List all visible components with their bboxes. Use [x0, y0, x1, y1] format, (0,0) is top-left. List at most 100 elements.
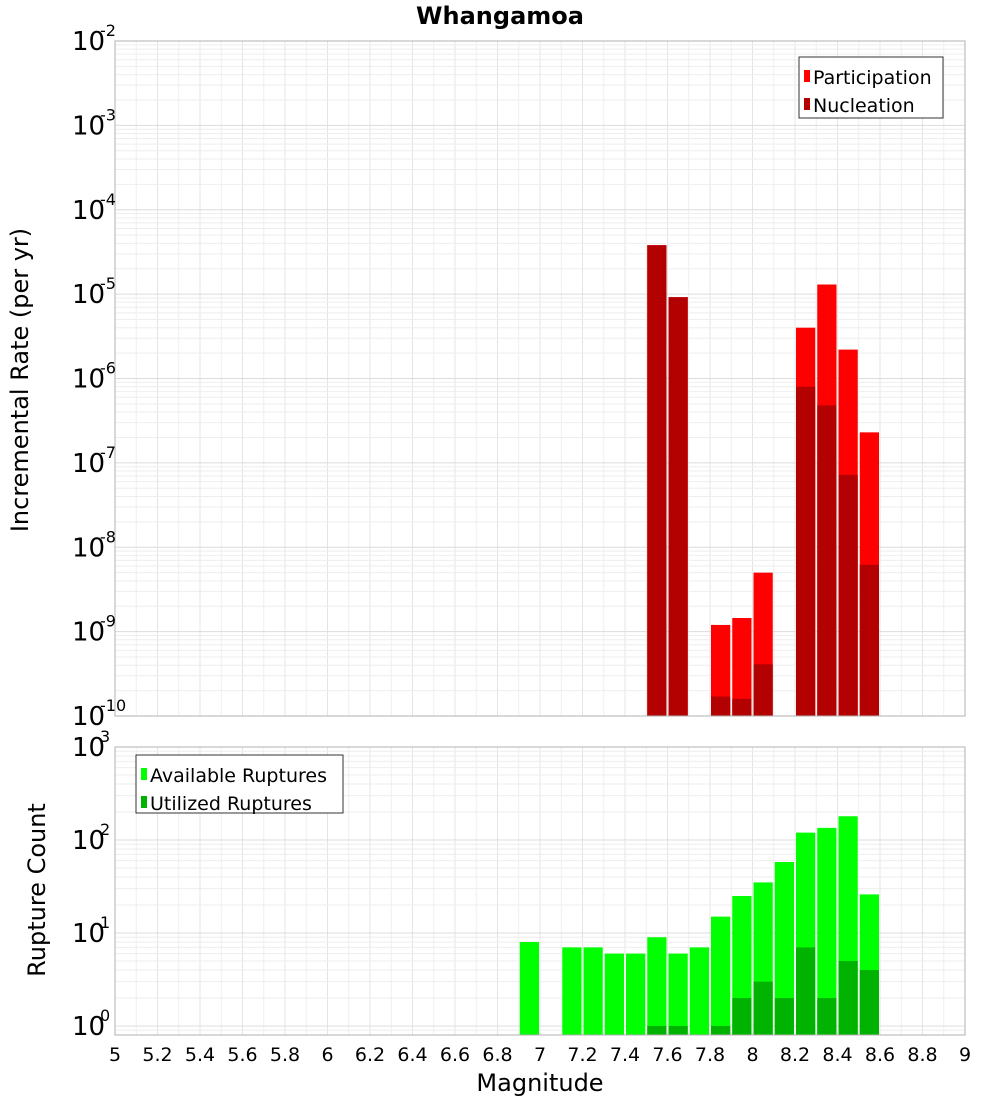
x-tick-label: 7.8	[695, 1044, 725, 1066]
x-tick-label: 6	[321, 1044, 333, 1066]
rate-bar-participation	[711, 624, 731, 716]
count-y-tick-label: 10	[72, 1012, 105, 1042]
count-bar-available-ruptures	[689, 947, 709, 1035]
rate-legend-box	[798, 56, 944, 119]
x-tick-label: 5.8	[270, 1044, 300, 1066]
x-tick-label: 7.6	[652, 1044, 682, 1066]
rate-y-tick-exponent: -4	[100, 190, 116, 209]
count-legend-swatch	[141, 796, 147, 808]
count-legend: Available Ruptures Utilized Ruptures	[135, 754, 344, 815]
rate-y-tick-label: 10	[72, 111, 105, 141]
rate-bar-nucleation	[838, 474, 858, 716]
x-tick-label: 5.4	[185, 1044, 215, 1066]
count-bar-available-ruptures	[668, 953, 688, 1035]
rate-legend-swatch	[804, 70, 810, 82]
x-tick-label: 9	[959, 1044, 971, 1066]
rate-y-tick-exponent: -2	[100, 21, 116, 40]
rate-plot: 10-1010-910-810-710-610-510-410-310-2Par…	[72, 21, 966, 732]
count-legend-label: Available Ruptures	[150, 765, 327, 787]
rate-bar-nucleation	[796, 386, 816, 716]
rate-y-tick-exponent: -3	[100, 105, 116, 124]
count-bar-utilized-ruptures	[711, 1025, 731, 1035]
chart-title: Whangamoa	[416, 2, 584, 30]
rate-bar-participation	[732, 618, 752, 716]
rate-y-tick-label: 10	[72, 702, 105, 732]
rate-y-tick-exponent: -7	[100, 443, 116, 462]
count-bar-available-ruptures	[562, 947, 582, 1035]
x-tick-label: 6.8	[482, 1044, 512, 1066]
rate-y-tick-exponent: -6	[100, 359, 116, 378]
count-bar-available-ruptures	[817, 827, 837, 1035]
count-bar-utilized-ruptures	[796, 947, 816, 1035]
count-bar-utilized-ruptures	[732, 997, 752, 1035]
count-bar-utilized-ruptures	[647, 1025, 667, 1035]
count-y-tick-label: 10	[72, 919, 105, 949]
x-tick-label: 8.8	[907, 1044, 937, 1066]
rate-bar-nucleation	[711, 696, 731, 716]
count-bar-utilized-ruptures	[838, 960, 858, 1035]
count-y-tick-exponent: 2	[100, 820, 110, 839]
x-tick-label: 8	[746, 1044, 758, 1066]
count-bar-utilized-ruptures	[817, 997, 837, 1035]
rate-y-tick-label: 10	[72, 365, 105, 395]
x-tick-label: 7	[534, 1044, 546, 1066]
count-bar-available-ruptures	[519, 942, 539, 1035]
count-bar-available-ruptures	[604, 953, 624, 1035]
x-tick-labels: 5 5.2 5.4 5.6 5.8 6 6.2 6.4 6.6 6.8 7 7.2 7.4 7.6 7.8 8…	[109, 1044, 971, 1066]
rate-y-tick-label: 10	[72, 449, 105, 479]
count-bar-available-ruptures	[711, 916, 731, 1035]
rate-legend-swatch	[804, 98, 810, 110]
top-y-axis-label: Incremental Rate (per yr)	[6, 228, 34, 532]
count-bar-available-ruptures	[774, 861, 794, 1035]
rate-legend: Participation Nucleation	[798, 56, 944, 119]
rate-y-tick-label: 10	[72, 280, 105, 310]
rate-y-tick-exponent: -10	[100, 696, 126, 715]
count-y-tick-label: 10	[72, 826, 105, 856]
rate-legend-label: Participation	[813, 67, 932, 89]
count-bar-available-ruptures	[626, 953, 646, 1035]
count-y-tick-label: 10	[72, 733, 105, 763]
rate-y-tick-exponent: -8	[100, 527, 116, 546]
count-bar-available-ruptures	[583, 947, 603, 1035]
count-bar-utilized-ruptures	[668, 1025, 688, 1035]
rate-y-tick-label: 10	[72, 196, 105, 226]
rate-y-tick-exponent: -9	[100, 612, 116, 631]
count-y-tick-exponent: 3	[100, 727, 110, 746]
count-legend-swatch	[141, 768, 147, 780]
rate-bar-nucleation	[859, 564, 879, 716]
x-tick-label: 8.4	[822, 1044, 852, 1066]
bottom-y-axis-label: Rupture Count	[23, 803, 51, 977]
rate-bar-nucleation	[817, 405, 837, 716]
count-legend-box	[135, 754, 344, 814]
count-y-tick-exponent: 0	[100, 1006, 110, 1025]
x-tick-label: 6.2	[355, 1044, 385, 1066]
x-tick-label: 7.2	[567, 1044, 597, 1066]
x-tick-label: 5	[109, 1044, 121, 1066]
count-plot-border	[114, 746, 966, 1036]
x-tick-label: 8.2	[780, 1044, 810, 1066]
count-legend-label: Utilized Ruptures	[150, 793, 312, 815]
rate-y-tick-label: 10	[72, 618, 105, 648]
rate-bar-nucleation	[668, 297, 688, 716]
x-tick-label: 8.6	[865, 1044, 895, 1066]
rate-bar-nucleation	[732, 698, 752, 716]
rate-bar-nucleation	[753, 664, 773, 716]
count-y-tick-exponent: 1	[100, 913, 110, 932]
rate-bar-nucleation	[647, 245, 667, 717]
rate-y-tick-label: 10	[72, 27, 105, 57]
rate-plot-border	[114, 40, 966, 717]
x-tick-label: 5.6	[227, 1044, 257, 1066]
x-tick-label: 6.6	[440, 1044, 470, 1066]
x-axis-label: Magnitude	[476, 1069, 603, 1097]
x-tick-label: 6.4	[397, 1044, 427, 1066]
count-bar-utilized-ruptures	[859, 969, 879, 1035]
count-bar-utilized-ruptures	[753, 981, 773, 1035]
rate-y-tick-label: 10	[72, 533, 105, 563]
count-bar-available-ruptures	[647, 937, 667, 1035]
count-bar-utilized-ruptures	[774, 997, 794, 1035]
x-tick-label: 7.4	[610, 1044, 640, 1066]
x-tick-label: 5.2	[142, 1044, 172, 1066]
